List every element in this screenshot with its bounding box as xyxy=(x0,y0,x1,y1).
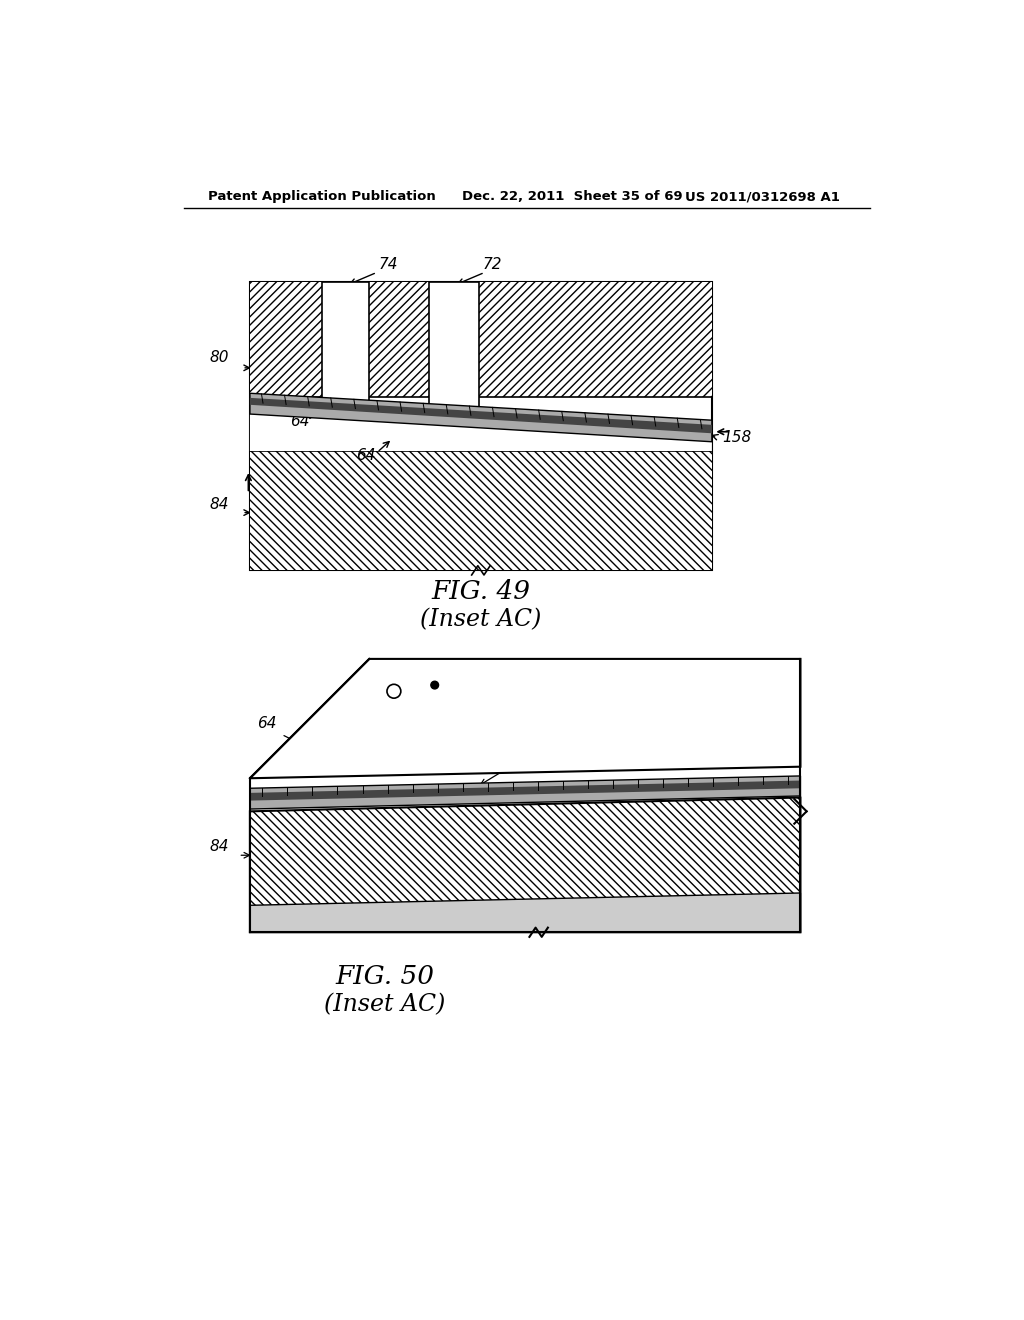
Text: 84: 84 xyxy=(210,496,229,512)
Bar xyxy=(250,451,712,570)
Text: FIG. 50: FIG. 50 xyxy=(335,964,434,989)
Bar xyxy=(322,281,370,412)
Text: 84: 84 xyxy=(210,840,229,854)
Text: 72: 72 xyxy=(482,256,502,272)
Polygon shape xyxy=(250,451,712,570)
Polygon shape xyxy=(250,776,801,809)
Text: 74: 74 xyxy=(379,256,398,272)
Polygon shape xyxy=(250,397,712,433)
Text: 150: 150 xyxy=(344,685,373,701)
Text: Patent Application Publication: Patent Application Publication xyxy=(208,190,435,203)
Polygon shape xyxy=(250,393,712,442)
Bar xyxy=(250,281,712,397)
Polygon shape xyxy=(250,780,801,800)
Text: FIG. 49: FIG. 49 xyxy=(431,579,530,603)
Polygon shape xyxy=(250,797,801,932)
Text: (Inset AC): (Inset AC) xyxy=(420,609,542,631)
Bar xyxy=(250,281,712,570)
Text: US 2011/0312698 A1: US 2011/0312698 A1 xyxy=(685,190,840,203)
Polygon shape xyxy=(250,414,712,451)
Text: 80: 80 xyxy=(210,350,229,366)
Text: 64: 64 xyxy=(290,414,309,429)
Text: 158: 158 xyxy=(508,754,538,768)
Text: (Inset AC): (Inset AC) xyxy=(324,994,445,1016)
Text: Dec. 22, 2011  Sheet 35 of 69: Dec. 22, 2011 Sheet 35 of 69 xyxy=(462,190,682,203)
Circle shape xyxy=(431,681,438,689)
Polygon shape xyxy=(250,892,801,932)
Polygon shape xyxy=(250,659,801,779)
Text: 64: 64 xyxy=(257,717,276,731)
Text: 64: 64 xyxy=(355,449,375,463)
Text: 151: 151 xyxy=(466,664,495,678)
Bar xyxy=(429,281,478,420)
Text: 158: 158 xyxy=(722,430,752,445)
